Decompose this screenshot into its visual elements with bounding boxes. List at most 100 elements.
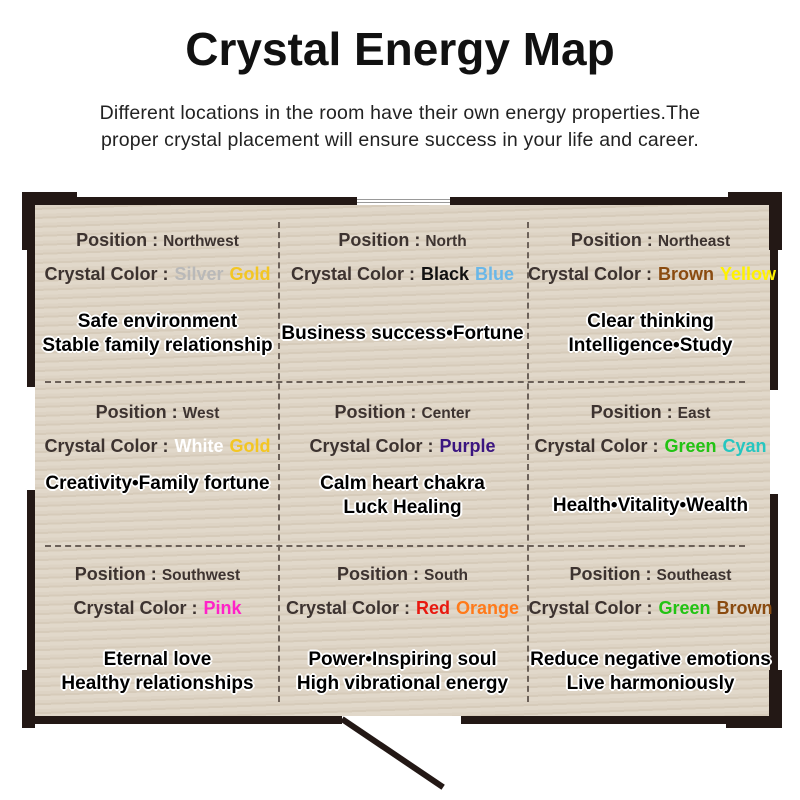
description-line: Intelligence•Study (568, 335, 733, 356)
description-line: Calm heart chakra (320, 473, 485, 494)
position-label: Position : North (280, 230, 525, 251)
crystal-color-prefix: Crystal Color : (285, 598, 410, 618)
crystal-color-line: Crystal Color : Green Brown (528, 598, 773, 619)
crystal-color-red: Red (415, 598, 450, 618)
crystal-color-line: Crystal Color : Green Cyan (528, 436, 773, 457)
crystal-color-brown: Brown (658, 264, 715, 284)
corner-bottom-right-block (726, 716, 782, 728)
crystal-color-line: Crystal Color : Pink (35, 598, 280, 619)
description-line: Healthy relationships (61, 673, 254, 694)
position-label: Position : West (35, 402, 280, 423)
description-line: Live harmoniously (566, 673, 735, 694)
divider-horizontal-2 (45, 545, 745, 547)
crystal-color-prefix: Crystal Color : (44, 264, 169, 284)
crystal-color-gold: Gold (229, 264, 271, 284)
description-line: Stable family relationship (42, 335, 273, 356)
crystal-color-cyan: Cyan (722, 436, 767, 456)
cell-center: Position : Center Crystal Color : Purple Ca… (280, 402, 525, 532)
position-prefix: Position : (590, 402, 673, 422)
wall-bottom-left (22, 716, 342, 724)
window-top (357, 199, 450, 203)
position-label: Position : Northeast (528, 230, 773, 251)
position-value: East (677, 405, 711, 422)
cell-southwest: Position : Southwest Crystal Color : Pink E… (35, 564, 280, 694)
page-title: Crystal Energy Map (185, 23, 615, 75)
energy-description: Eternal love Healthy relationships (35, 648, 280, 696)
position-label: Position : Southeast (528, 564, 773, 585)
crystal-color-purple: Purple (439, 436, 496, 456)
description-line: Clear thinking (587, 311, 714, 332)
description-line: Reduce negative emotions (530, 649, 771, 670)
energy-description: Clear thinking Intelligence•Study (528, 310, 773, 358)
energy-description: Reduce negative emotions Live harmoniousl… (528, 648, 773, 696)
crystal-color-prefix: Crystal Color : (290, 264, 415, 284)
position-prefix: Position : (337, 564, 420, 584)
position-value: Northwest (163, 233, 239, 250)
cell-northeast: Position : Northeast Crystal Color : Brown… (528, 230, 777, 360)
crystal-color-silver: Silver (174, 264, 224, 284)
cell-southeast: Position : Southeast Crystal Color : Green… (528, 564, 773, 694)
position-value: West (182, 405, 220, 422)
crystal-color-prefix: Crystal Color : (528, 264, 653, 284)
crystal-color-prefix: Crystal Color : (73, 598, 198, 618)
cell-north: Position : North Crystal Color : Black Blue… (280, 230, 525, 360)
position-prefix: Position : (76, 230, 159, 250)
position-prefix: Position : (74, 564, 157, 584)
wall-left-upper (27, 197, 35, 387)
crystal-color-prefix: Crystal Color : (309, 436, 434, 456)
crystal-color-pink: Pink (203, 598, 242, 618)
position-prefix: Position : (570, 230, 653, 250)
crystal-color-yellow: Yellow (720, 264, 777, 284)
position-label: Position : Northwest (35, 230, 280, 251)
crystal-color-line: Crystal Color : White Gold (35, 436, 280, 457)
position-label: Position : Southwest (35, 564, 280, 585)
position-prefix: Position : (334, 402, 417, 422)
subtitle-line-2: proper crystal placement will ensure suc… (101, 129, 699, 151)
position-label: Position : South (280, 564, 525, 585)
position-label: Position : East (528, 402, 773, 423)
crystal-color-blue: Blue (475, 264, 515, 284)
energy-description: Business success•Fortune (280, 322, 525, 346)
description-line: High vibrational energy (296, 673, 509, 694)
position-value: Southwest (161, 567, 241, 584)
energy-description: Creativity•Family fortune (35, 472, 280, 496)
position-prefix: Position : (569, 564, 652, 584)
description-line: Safe environment (77, 311, 238, 332)
energy-description: Calm heart chakra Luck Healing (280, 472, 525, 520)
wall-right-lower (770, 494, 778, 720)
crystal-color-line: Crystal Color : Red Orange (280, 598, 525, 619)
divider-horizontal-1 (45, 381, 745, 383)
wall-bottom-right (461, 716, 782, 724)
crystal-color-line: Crystal Color : Black Blue (280, 264, 525, 285)
crystal-color-prefix: Crystal Color : (534, 436, 659, 456)
subtitle-line-1: Different locations in the room have the… (99, 102, 701, 124)
energy-description: Health•Vitality•Wealth (528, 494, 773, 518)
description-line: Power•Inspiring soul (308, 649, 497, 670)
crystal-color-line: Crystal Color : Silver Gold (35, 264, 280, 285)
crystal-color-gold: Gold (229, 436, 271, 456)
position-value: Northeast (657, 233, 731, 250)
crystal-color-prefix: Crystal Color : (528, 598, 653, 618)
corner-bottom-left (22, 670, 35, 728)
position-value: South (424, 567, 468, 584)
wall-right-upper (770, 197, 778, 390)
description-line: Luck Healing (343, 497, 462, 518)
wall-top-left (22, 197, 357, 205)
crystal-color-green: Green (664, 436, 717, 456)
position-value: Center (421, 405, 471, 422)
description-line: Eternal love (103, 649, 212, 670)
description-line: Creativity•Family fortune (45, 473, 270, 494)
wall-top-right (450, 197, 782, 205)
cell-northwest: Position : Northwest Crystal Color : Silve… (35, 230, 280, 360)
crystal-color-green: Green (658, 598, 711, 618)
cell-south: Position : South Crystal Color : Red Orange… (280, 564, 525, 694)
corner-bottom-right (769, 670, 782, 728)
description-line: Business success•Fortune (281, 323, 524, 344)
door (340, 716, 445, 790)
cell-east: Position : East Crystal Color : Green Cyan H… (528, 402, 773, 532)
energy-description: Safe environment Stable family relationsh… (35, 310, 280, 358)
crystal-color-prefix: Crystal Color : (44, 436, 169, 456)
cell-west: Position : West Crystal Color : White Gold C… (35, 402, 280, 532)
crystal-color-line: Crystal Color : Brown Yellow (528, 264, 777, 285)
crystal-color-brown: Brown (716, 598, 773, 618)
